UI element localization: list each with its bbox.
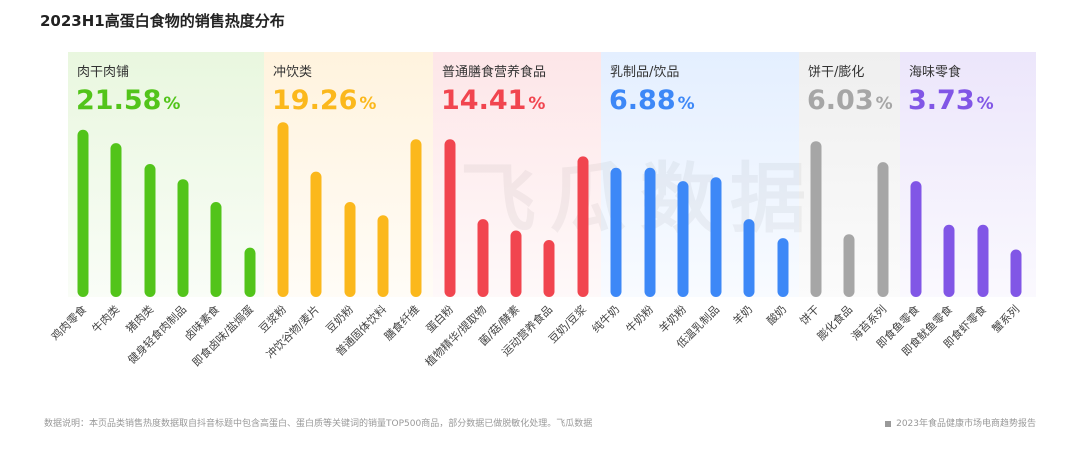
bar (644, 167, 656, 297)
bar (377, 215, 389, 297)
bar (777, 238, 789, 297)
panel-bg-1 (68, 52, 264, 297)
bar (710, 177, 722, 297)
bar (843, 234, 855, 297)
x-tick-label: 膨化食品 (814, 302, 855, 343)
x-tick-label: 酸奶 (764, 302, 789, 327)
bar (110, 143, 122, 297)
group-share-value: 14.41% (441, 85, 545, 116)
bar (177, 179, 189, 297)
bar (310, 171, 322, 297)
x-tick-label: 饼干 (797, 302, 822, 327)
bar (244, 247, 256, 297)
group-name: 肉干肉铺 (77, 65, 129, 80)
bar (943, 224, 955, 297)
source-square-icon (885, 420, 892, 427)
bar (910, 181, 922, 297)
group-share-value: 21.58% (76, 85, 180, 116)
source-note: 2023年食品健康市场电商趋势报告 (885, 416, 1036, 429)
x-tick-label: 牛肉类 (89, 302, 122, 335)
bar (877, 162, 889, 297)
x-tick-label: 牛奶粉 (623, 302, 656, 335)
watermark: 飞瓜数据 (460, 154, 820, 243)
bar (344, 202, 356, 297)
x-tick-label: 豆奶/豆浆 (545, 302, 589, 346)
bar (977, 224, 989, 297)
group-name: 乳制品/饮品 (610, 65, 679, 80)
bar (543, 240, 555, 297)
footnote: 数据说明：本页品类销售热度数据取自抖音标题中包含高蛋白、蛋白质等关键词的销量TO… (44, 419, 593, 429)
bar (610, 167, 622, 297)
bar (510, 230, 522, 297)
x-tick-label: 蟹系列 (989, 302, 1022, 335)
group-name: 普通膳食营养食品 (442, 64, 546, 80)
bar (77, 129, 89, 297)
bar (1010, 249, 1022, 297)
group-name: 冲饮类 (273, 65, 312, 80)
x-tick-label: 健身轻食肉制品 (125, 302, 189, 366)
x-tick-label: 膳食纤维 (381, 302, 422, 343)
bar (677, 181, 689, 297)
x-tick-label: 纯牛奶 (589, 302, 622, 335)
bar (277, 122, 289, 297)
bar (410, 139, 422, 297)
x-tick-label: 羊奶 (730, 302, 755, 327)
source-text: 2023年食品健康市场电商趋势报告 (896, 419, 1036, 429)
group-share-value: 3.73% (908, 85, 994, 116)
bar (810, 141, 822, 297)
page-title: 2023H1高蛋白食物的销售热度分布 (40, 12, 285, 30)
panel-bg-4 (601, 52, 799, 297)
bar (444, 139, 456, 297)
group-name: 海味零食 (909, 64, 961, 80)
bar (743, 219, 755, 297)
bar (577, 156, 589, 297)
bar (477, 219, 489, 297)
group-name: 饼干/膨化 (808, 65, 864, 80)
group-share-value: 19.26% (272, 85, 376, 116)
group-share-value: 6.03% (807, 85, 893, 116)
bar (210, 202, 222, 297)
x-tick-label: 即食卤味/盐焗蛋 (189, 302, 256, 369)
group-share-value: 6.88% (609, 85, 695, 116)
bar (144, 164, 156, 297)
category-backgrounds (68, 52, 1036, 297)
x-tick-label: 鸡肉零食 (48, 302, 89, 343)
